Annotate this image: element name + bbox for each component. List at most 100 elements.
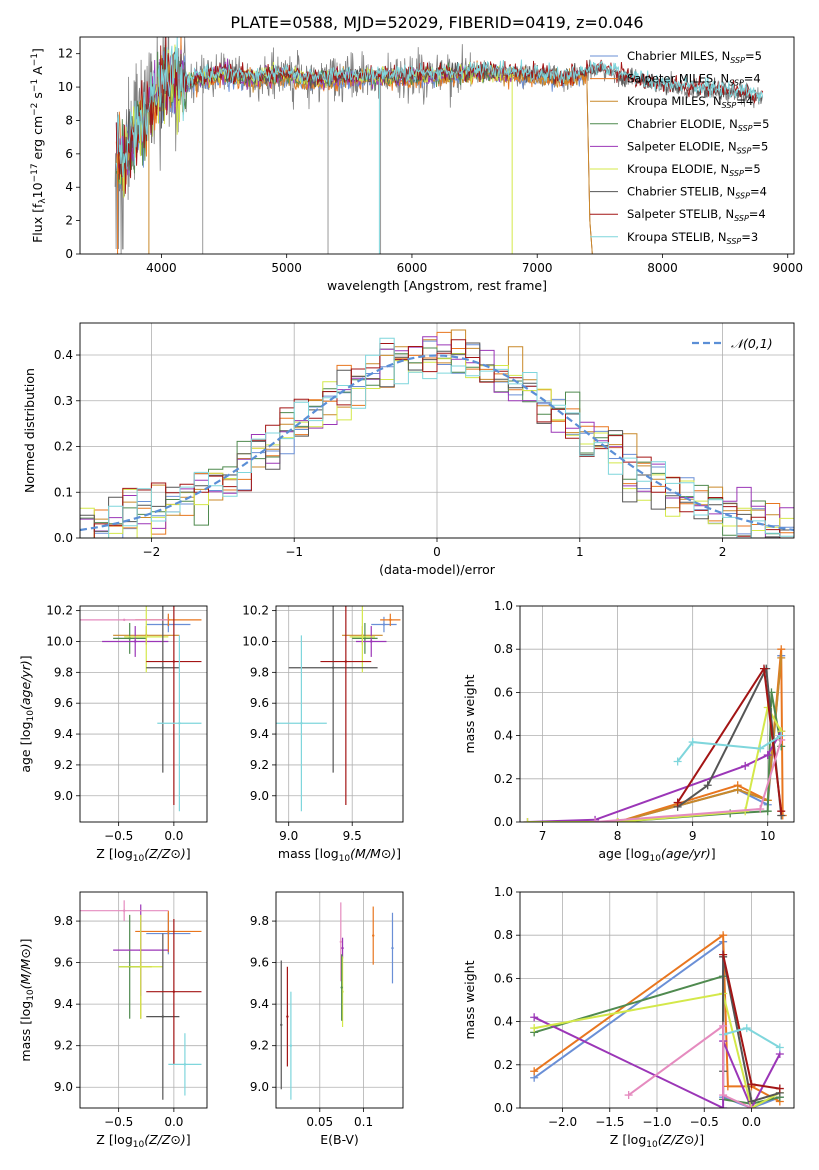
y-tick-label: 9.0: [250, 789, 269, 803]
label-subscript: 10: [133, 1140, 145, 1150]
legend-label: 𝒩(0,1): [731, 336, 773, 351]
plot-area: [80, 606, 202, 812]
errorbar-salpeter-stelib: [146, 606, 202, 806]
label-part: Z [log: [96, 846, 132, 861]
y-tick-label: 0.0: [494, 1101, 513, 1115]
legend-entry: Salpeter ELODIE, NSSP=5: [627, 139, 768, 155]
errorbar-pink: [339, 902, 343, 982]
y-tick-label: 0.3: [54, 394, 73, 408]
y-label-part: −1: [30, 79, 40, 92]
errorbar-salpeter-miles: [135, 910, 202, 953]
legend-nssp: =4: [736, 94, 753, 108]
plus-marker: [723, 1082, 732, 1091]
y-tick-label: 9.2: [54, 1039, 73, 1053]
data-point: [341, 946, 344, 950]
y-label-part: −2: [30, 103, 40, 116]
plus-marker: [775, 1043, 784, 1052]
series-line: [534, 992, 781, 1108]
axes-frame: [275, 605, 404, 823]
legend-nssp: =5: [751, 139, 768, 153]
errorbar-salpeter-stelib: [286, 966, 289, 1067]
chart-mass-vs-Z: −0.5 0.09.09.29.49.69.8Z [log10(Z/Z⊙)]mas…: [18, 891, 208, 1150]
x-axis-label: Z [log10(Z/Z⊙)]: [610, 1132, 704, 1150]
series-line: [527, 730, 783, 822]
y-tick-label: 9.8: [54, 914, 73, 928]
label-part: (M/M⊙): [350, 846, 396, 861]
x-axis-label: (data-model)/error: [379, 562, 496, 577]
axes-frame: [519, 605, 795, 823]
residual-legend: 𝒩(0,1): [692, 336, 773, 351]
chart-residuals: −2 −1 0 1 2 0.0 0.1 0.2 0.3 0.4 (data-model)/error…: [22, 322, 795, 577]
data-point: [280, 1023, 283, 1027]
data-point: [122, 618, 126, 622]
plot-area: [80, 900, 202, 1100]
series-line: [527, 704, 783, 822]
plus-marker: [673, 798, 682, 807]
errorbar-kroupa-elodie: [349, 606, 376, 673]
data-point: [382, 623, 386, 626]
y-tick-label: 10: [58, 80, 73, 94]
legend-subscript: SSP: [734, 214, 749, 223]
data-point: [128, 637, 131, 640]
y-tick-label: 9.2: [54, 758, 73, 772]
y-tick-label: 0.4: [494, 1015, 513, 1029]
y-tick-label: 1.0: [494, 599, 513, 613]
y-label-part: −1: [30, 53, 40, 66]
label-part: ]: [18, 938, 33, 943]
label-subscript: 10: [133, 854, 145, 864]
y-tick-label: 9.4: [54, 997, 73, 1011]
plus-marker: [741, 761, 750, 770]
plus-marker: [591, 818, 600, 822]
plus-marker: [777, 645, 786, 654]
legend-entry: Chabrier MILES, NSSP=5: [627, 49, 762, 65]
errorbar-salpeter-elodie: [356, 626, 387, 657]
y-label-part: s: [30, 92, 45, 103]
data-point: [172, 660, 176, 663]
legend-nssp: =5: [753, 117, 770, 131]
y-tick-label: 9.2: [250, 758, 269, 772]
plus-marker: [747, 1080, 756, 1089]
data-point: [300, 722, 303, 725]
y-tick-label: 9.4: [54, 727, 73, 741]
y-tick-label: 9.6: [54, 696, 73, 710]
legend-subscript: SSP: [729, 79, 744, 88]
label-part: ]: [18, 655, 33, 660]
plot-area: [530, 931, 784, 1108]
y-label-part: −17: [30, 163, 40, 182]
label-part: ]: [699, 1132, 704, 1147]
x-axis-label: mass [log10(M/M⊙)]: [278, 846, 401, 864]
errorbar-kroupa-stelib: [276, 635, 327, 812]
errorbar-kroupa-stelib: [168, 1033, 202, 1096]
y-tick-label: 0.6: [494, 971, 513, 985]
legend-entry: Salpeter MILES, NSSP=4: [627, 72, 761, 88]
y-tick-label: 9.8: [54, 665, 73, 679]
legend-entry: Kroupa MILES, NSSP=4: [627, 94, 753, 110]
label-part: age [log: [18, 721, 33, 772]
label-part: mass [log: [278, 846, 339, 861]
label-part: Z [log: [610, 1132, 646, 1147]
y-tick-label: 0.8: [494, 642, 513, 656]
series-pink: [591, 735, 786, 822]
errorbar-pink: [80, 618, 169, 622]
x-tick-label: 0.05: [306, 1115, 333, 1129]
y-tick-label: 0.1: [54, 485, 73, 499]
errorbar-kroupa-stelib: [289, 991, 293, 1100]
data-point: [391, 946, 394, 950]
legend-name: Salpeter MILES, N: [627, 72, 729, 86]
y-tick-label: 4: [65, 180, 73, 194]
legend-name: Kroupa STELIB, N: [627, 230, 727, 244]
data-point: [339, 940, 343, 944]
y-axis-label: Flux [fλ10−17 erg cm−2 s−1 A−1]: [30, 48, 48, 243]
y-axis-label: mass weight: [462, 674, 477, 753]
y-tick-label: 9.6: [54, 956, 73, 970]
y-tick-label: 10.2: [242, 604, 269, 618]
x-tick-label: 9: [689, 829, 697, 843]
errorbar-chabrier-elodie: [113, 622, 147, 654]
legend-nssp: =4: [750, 185, 767, 199]
legend-subscript: SSP: [722, 101, 737, 110]
y-axis-label: Normed distribution: [22, 368, 37, 493]
plus-marker: [719, 950, 728, 959]
plus-marker: [777, 735, 786, 744]
x-tick-label: −2: [143, 545, 161, 559]
